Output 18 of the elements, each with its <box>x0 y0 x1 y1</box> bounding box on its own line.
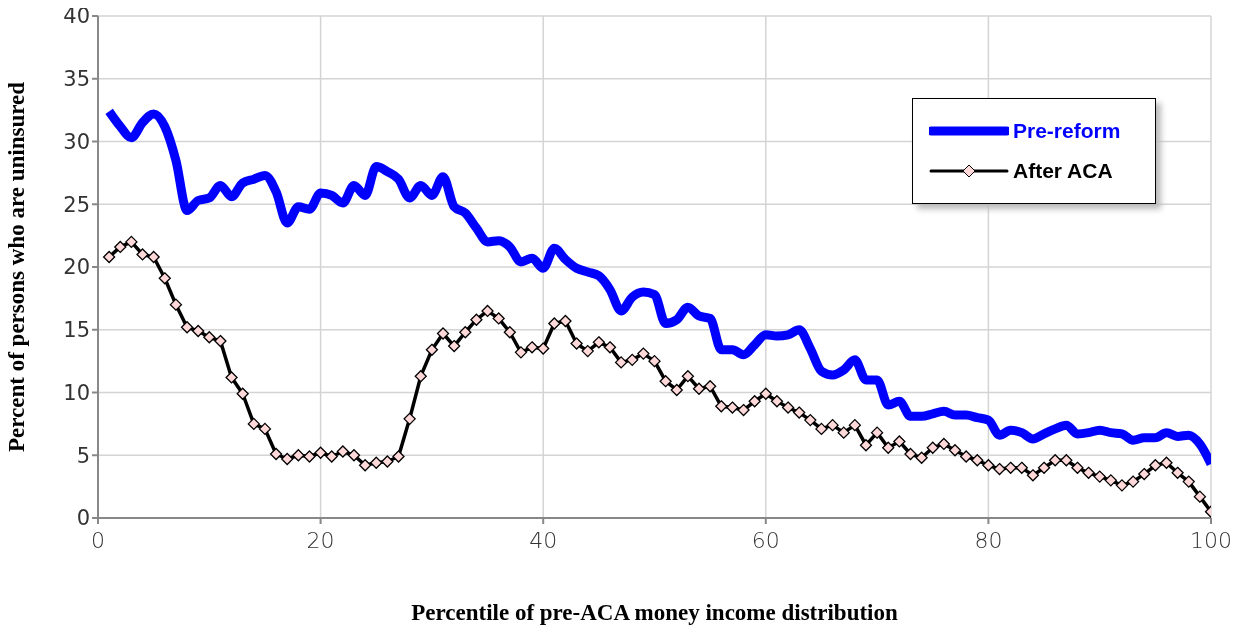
x-tick-label: 20 <box>306 527 335 553</box>
y-tick-label: 35 <box>63 67 90 92</box>
y-tick-label: 15 <box>63 318 90 343</box>
x-tick-label: 40 <box>529 527 558 553</box>
y-axis-title: Percent of persons who are uninsured <box>4 81 30 452</box>
y-tick-label: 40 <box>63 4 90 29</box>
y-tick-label: 5 <box>76 443 90 468</box>
x-tick-label: 60 <box>751 527 780 553</box>
x-tick-label: 80 <box>974 527 1003 553</box>
y-tick-label: 20 <box>63 255 90 280</box>
x-tick-label: 100 <box>1190 527 1232 553</box>
legend-label: Pre-reform <box>1013 119 1121 143</box>
y-tick-label: 10 <box>63 380 90 405</box>
x-axis-title: Percentile of pre-ACA money income distribution <box>411 600 898 625</box>
y-tick-label: 0 <box>76 506 90 531</box>
y-tick-label: 30 <box>63 129 90 154</box>
y-tick-label: 25 <box>63 192 90 217</box>
legend-label: After ACA <box>1013 159 1113 183</box>
